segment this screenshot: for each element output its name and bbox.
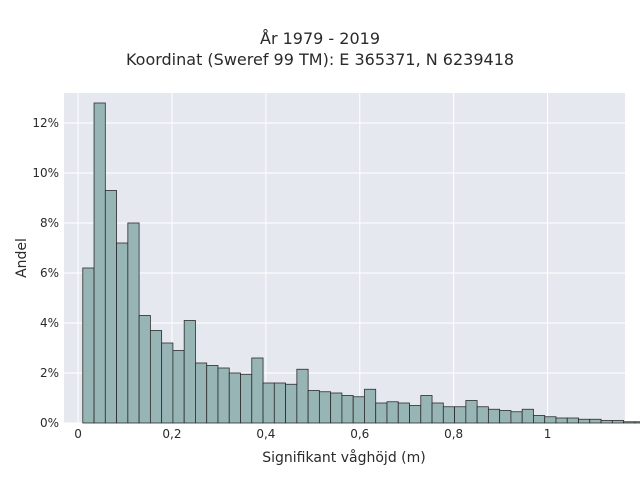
histogram-bar bbox=[307, 390, 320, 424]
histogram-bar bbox=[510, 411, 523, 424]
histogram-bar bbox=[544, 416, 557, 424]
histogram-bar bbox=[296, 368, 309, 424]
histogram-bar bbox=[386, 401, 399, 424]
histogram-bar bbox=[589, 418, 602, 424]
y-axis-label: Andel bbox=[14, 238, 30, 278]
x-tick-label: 0,6 bbox=[350, 427, 369, 441]
histogram-bar bbox=[465, 400, 478, 424]
histogram-bar bbox=[409, 405, 422, 424]
histogram-bar bbox=[206, 365, 219, 424]
histogram-bar bbox=[375, 402, 388, 424]
histogram-bar bbox=[397, 402, 410, 424]
histogram-bar bbox=[364, 388, 377, 424]
histogram-bar bbox=[104, 190, 117, 424]
histogram-bar bbox=[611, 420, 624, 424]
histogram-bar bbox=[195, 362, 208, 424]
histogram-bar bbox=[476, 406, 489, 424]
y-axis-ticks: 0% 2% 4% 6% 8% 10% 12% bbox=[32, 116, 59, 430]
y-tick-label: 10% bbox=[32, 166, 59, 180]
histogram-bars bbox=[82, 102, 640, 424]
histogram-bar bbox=[352, 396, 365, 424]
histogram-bar bbox=[555, 417, 568, 424]
histogram-bar bbox=[420, 395, 433, 424]
histogram-bar bbox=[487, 408, 501, 424]
x-tick-label: 0 bbox=[74, 427, 82, 441]
histogram-bar bbox=[341, 395, 354, 424]
x-axis-label: Signifikant våghöjd (m) bbox=[262, 449, 425, 466]
histogram-bar bbox=[93, 102, 106, 424]
histogram-bar bbox=[262, 382, 275, 424]
histogram-bar bbox=[172, 350, 185, 424]
histogram-bar bbox=[240, 373, 253, 424]
histogram-bar bbox=[454, 406, 467, 424]
histogram-bar bbox=[127, 222, 140, 424]
histogram-bar bbox=[442, 406, 455, 424]
histogram-bar bbox=[318, 391, 332, 424]
histogram-bar bbox=[431, 402, 444, 424]
histogram-bar bbox=[285, 383, 298, 424]
y-tick-label: 12% bbox=[32, 116, 59, 130]
x-tick-label: 0,4 bbox=[256, 427, 275, 441]
histogram-bar bbox=[623, 421, 636, 424]
histogram-bar bbox=[138, 315, 151, 424]
histogram-bar bbox=[116, 242, 129, 424]
histogram-bar bbox=[82, 267, 95, 424]
histogram-bar bbox=[217, 367, 230, 424]
y-tick-label: 2% bbox=[40, 366, 59, 380]
histogram-bar bbox=[149, 330, 163, 424]
histogram-bar bbox=[566, 417, 579, 424]
chart-title-line-2: Koordinat (Sweref 99 TM): E 365371, N 62… bbox=[125, 50, 515, 69]
histogram-bar bbox=[228, 372, 241, 424]
y-tick-label: 4% bbox=[40, 316, 59, 330]
histogram-bar bbox=[600, 420, 613, 424]
histogram-bar bbox=[578, 418, 591, 424]
histogram-bar bbox=[273, 382, 286, 424]
histogram-bar bbox=[251, 357, 264, 424]
histogram-bar bbox=[161, 342, 174, 424]
x-tick-label: 0,8 bbox=[444, 427, 463, 441]
histogram-bar bbox=[499, 410, 512, 424]
chart-title-line-1: År 1979 - 2019 bbox=[260, 29, 380, 48]
histogram-bar bbox=[634, 421, 640, 424]
x-tick-label: 1 bbox=[544, 427, 552, 441]
x-axis-ticks: 0 0,2 0,4 0,6 0,8 1 bbox=[74, 427, 551, 441]
histogram-bar bbox=[533, 415, 546, 424]
histogram-bar bbox=[521, 408, 534, 424]
y-tick-label: 0% bbox=[40, 416, 59, 430]
y-tick-label: 8% bbox=[40, 216, 59, 230]
x-tick-label: 0,2 bbox=[162, 427, 181, 441]
histogram-bar bbox=[183, 320, 196, 424]
histogram-bar bbox=[330, 392, 343, 424]
y-tick-label: 6% bbox=[40, 266, 59, 280]
